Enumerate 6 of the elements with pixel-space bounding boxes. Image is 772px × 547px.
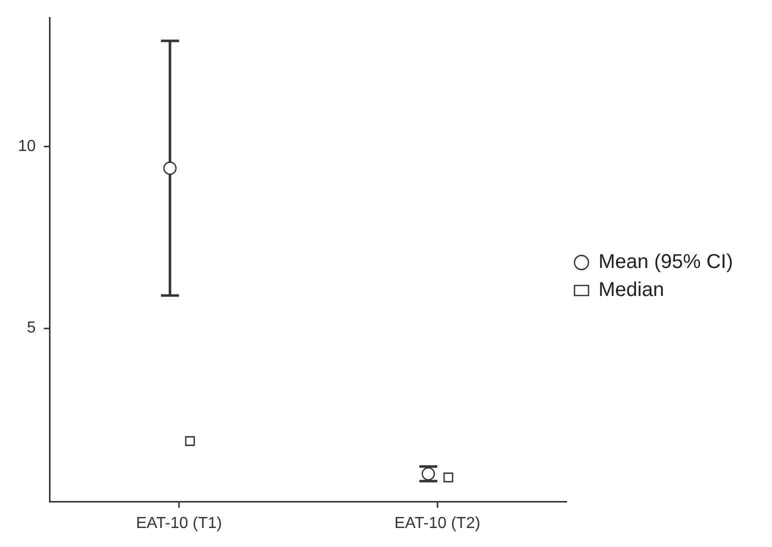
y-tick-label: 5 (26, 320, 36, 337)
legend-label: Mean (95% CI) (598, 251, 766, 274)
legend-label: Median (598, 279, 698, 302)
y-tick-label: 10 (18, 138, 36, 155)
x-tick-label: EAT-10 (T2) (394, 514, 480, 532)
x-tick-label: EAT-10 (T1) (136, 514, 222, 532)
